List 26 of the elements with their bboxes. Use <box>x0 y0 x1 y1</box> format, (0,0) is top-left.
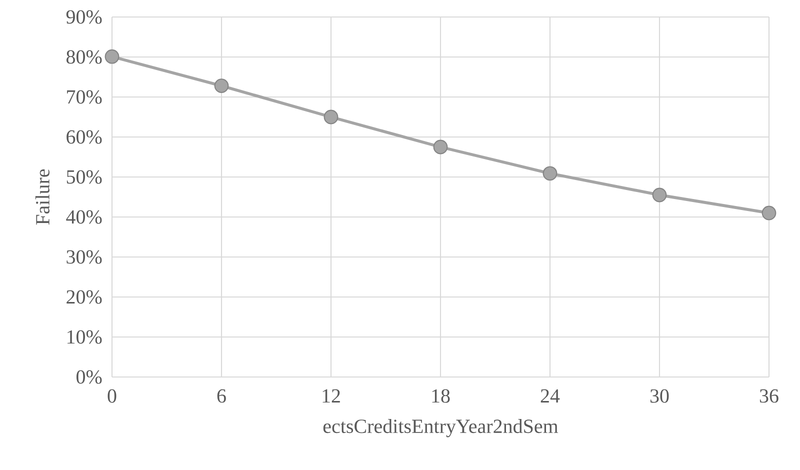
x-tick-label: 24 <box>540 389 560 402</box>
point <box>762 206 776 220</box>
y-tick-label: 80% <box>66 50 102 64</box>
y-tick-label: 30% <box>66 250 102 264</box>
x-tick-label: 18 <box>432 389 450 403</box>
point <box>652 188 667 202</box>
point <box>214 78 229 94</box>
x-tick-label: 36 <box>760 389 778 403</box>
y-axis-title: Failure <box>35 169 50 225</box>
y-tick-label: 0% <box>76 370 102 384</box>
point <box>324 110 338 124</box>
x-axis-title: ectsCreditsEntryYear2ndSem <box>323 419 558 438</box>
y-tick-label: 60% <box>66 130 102 144</box>
y-tick-label: 10% <box>68 330 102 344</box>
y-tick-label: 50% <box>66 170 102 184</box>
y-tick-label: 20% <box>66 290 102 304</box>
x-tick-label: 6 <box>217 389 226 403</box>
x-tick-label: 30 <box>650 389 669 403</box>
point <box>542 166 558 181</box>
y-tick-label: 90% <box>66 10 102 24</box>
y-tick-label: 70% <box>67 90 102 104</box>
point <box>104 49 120 64</box>
x-tick-label: 12 <box>322 389 340 402</box>
point <box>433 140 448 154</box>
y-tick-label: 40% <box>66 210 102 224</box>
x-tick-label: 0 <box>108 389 116 403</box>
